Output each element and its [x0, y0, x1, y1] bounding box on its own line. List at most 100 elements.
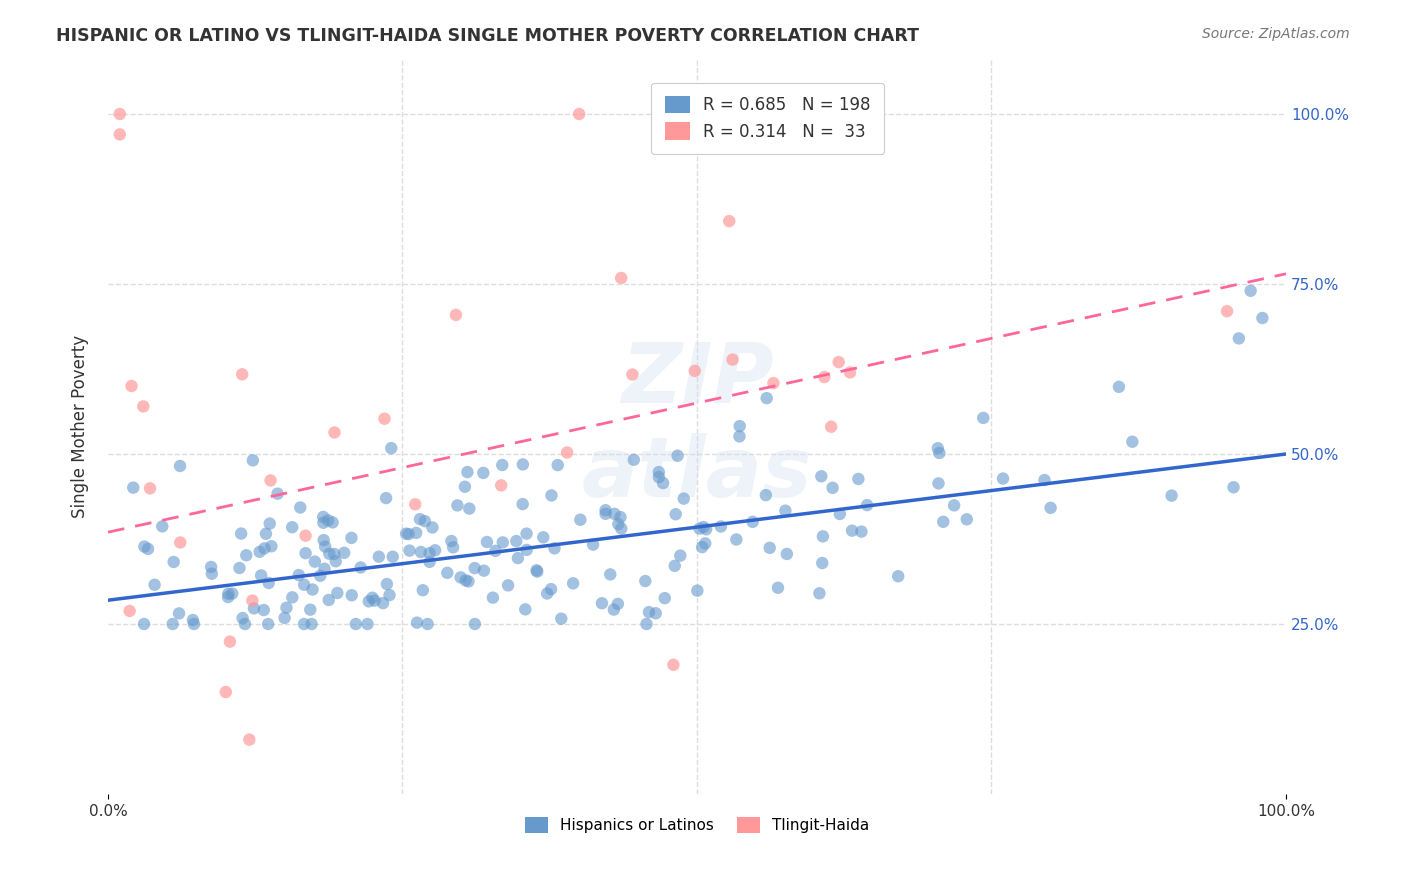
Point [1160, 489, 1182, 503]
Point [928, 446, 950, 460]
Point [582, 538, 605, 552]
Point [243, 601, 266, 615]
Point [367, 549, 389, 564]
Point [603, 507, 626, 521]
Point [695, 522, 717, 536]
Point [562, 576, 585, 591]
Point [405, 525, 427, 540]
Point [398, 527, 420, 541]
Point [412, 583, 434, 598]
Point [350, 560, 373, 574]
Point [695, 536, 717, 550]
Point [621, 368, 644, 382]
Point [887, 569, 910, 583]
Point [721, 352, 744, 367]
Point [229, 526, 252, 541]
Point [250, 568, 273, 582]
Point [496, 578, 519, 592]
Point [536, 586, 558, 600]
Point [162, 617, 184, 632]
Point [839, 365, 862, 379]
Point [956, 512, 979, 526]
Point [340, 531, 363, 545]
Point [568, 107, 591, 121]
Point [820, 419, 842, 434]
Point [441, 541, 464, 555]
Point [644, 607, 666, 621]
Point [472, 564, 495, 578]
Point [1216, 304, 1239, 318]
Point [344, 617, 367, 632]
Point [136, 541, 159, 556]
Point [755, 488, 778, 502]
Point [456, 465, 478, 479]
Point [163, 555, 186, 569]
Point [851, 524, 873, 539]
Point [139, 482, 162, 496]
Point [991, 471, 1014, 485]
Point [373, 411, 395, 425]
Point [932, 515, 955, 529]
Point [288, 568, 311, 582]
Point [489, 478, 512, 492]
Point [323, 547, 346, 561]
Point [436, 566, 458, 580]
Point [132, 617, 155, 632]
Point [540, 582, 562, 596]
Point [491, 458, 513, 472]
Point [648, 465, 671, 479]
Point [409, 545, 432, 559]
Point [690, 540, 713, 554]
Point [1033, 473, 1056, 487]
Point [318, 547, 340, 561]
Point [516, 526, 538, 541]
Point [595, 503, 617, 517]
Point [665, 507, 688, 521]
Point [813, 370, 835, 384]
Point [603, 602, 626, 616]
Point [547, 458, 569, 472]
Point [475, 535, 498, 549]
Point [828, 507, 851, 521]
Point [1121, 434, 1143, 449]
Point [221, 586, 243, 600]
Point [340, 588, 363, 602]
Point [664, 558, 686, 573]
Point [454, 480, 477, 494]
Point [314, 540, 336, 554]
Point [323, 425, 346, 440]
Point [666, 449, 689, 463]
Point [683, 364, 706, 378]
Point [253, 541, 276, 556]
Point [419, 546, 441, 560]
Point [776, 547, 799, 561]
Point [689, 522, 711, 536]
Text: ZIP
atlas: ZIP atlas [582, 339, 813, 514]
Point [281, 591, 304, 605]
Point [808, 586, 831, 600]
Point [440, 534, 463, 549]
Point [515, 602, 537, 616]
Point [728, 419, 751, 434]
Point [238, 732, 260, 747]
Point [416, 617, 439, 632]
Point [444, 308, 467, 322]
Point [228, 561, 250, 575]
Point [692, 520, 714, 534]
Point [458, 501, 481, 516]
Point [811, 556, 834, 570]
Y-axis label: Single Mother Poverty: Single Mother Poverty [72, 335, 89, 518]
Point [217, 590, 239, 604]
Point [314, 562, 336, 576]
Point [325, 554, 347, 568]
Point [607, 517, 630, 532]
Point [294, 546, 316, 560]
Point [361, 591, 384, 605]
Point [848, 472, 870, 486]
Point [201, 566, 224, 581]
Point [810, 469, 832, 483]
Point [169, 458, 191, 473]
Point [943, 499, 966, 513]
Point [636, 617, 658, 632]
Point [728, 429, 751, 443]
